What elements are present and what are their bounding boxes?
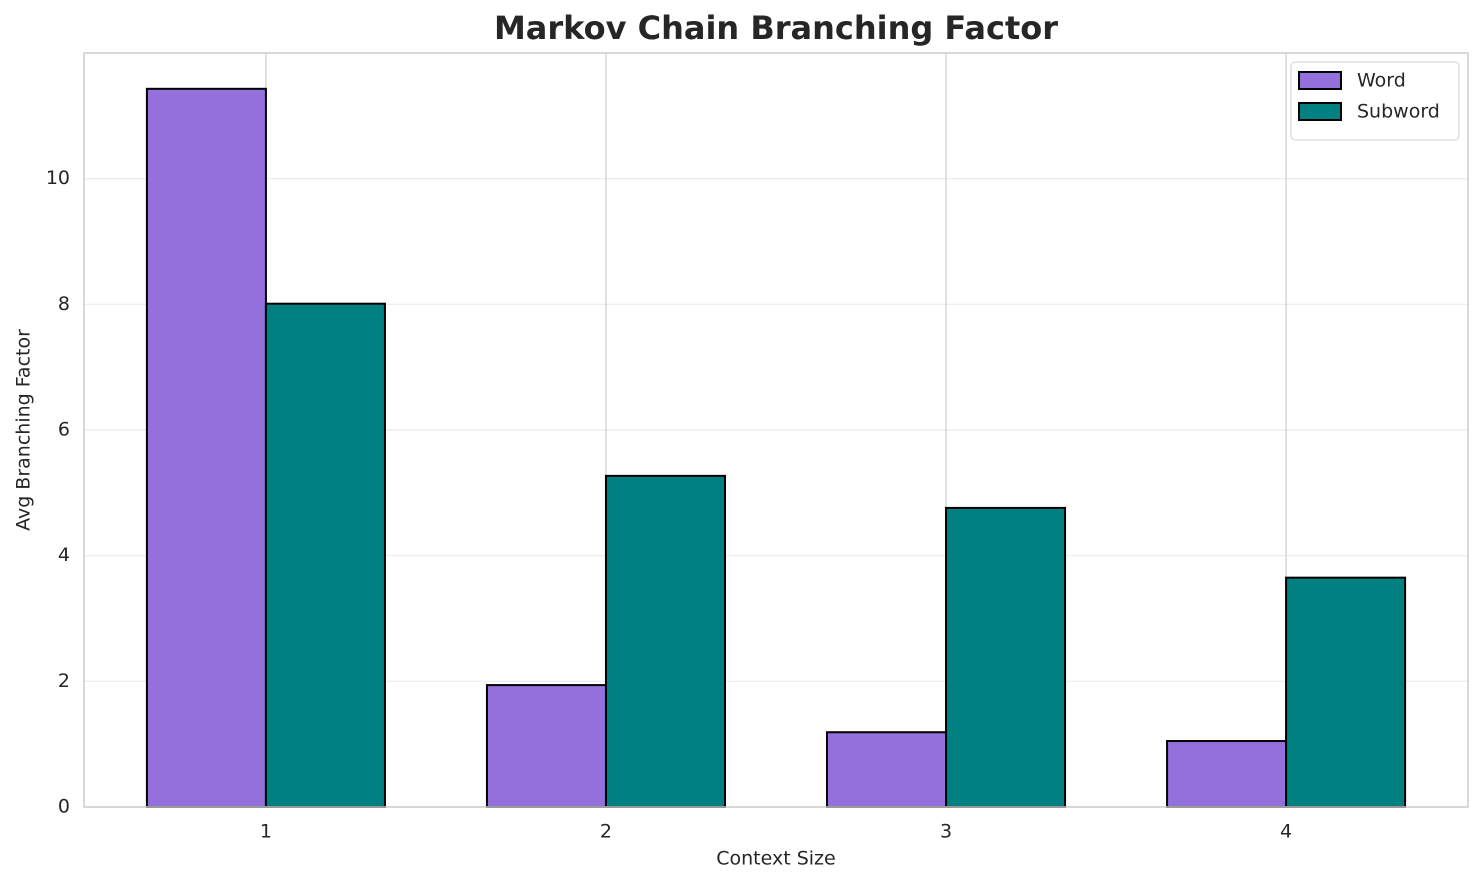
x-tick-label: 4 [1280,821,1292,843]
bar [604,474,726,808]
legend-swatch [1298,102,1342,121]
plot-frame [83,52,1469,808]
bar [945,506,1067,808]
x-axis-label: Context Size [716,848,835,870]
y-tick-label: 10 [46,167,70,189]
legend-label: Subword [1357,101,1440,123]
bar [264,302,386,808]
y-tick-label: 0 [58,796,70,818]
bar [485,684,607,808]
bar [1166,740,1288,809]
bar [826,731,948,808]
legend-swatch [1298,71,1342,90]
x-tick-label: 2 [600,821,612,843]
legend-label: Word [1357,70,1406,92]
x-tick-label: 1 [260,821,272,843]
bar [1285,576,1407,808]
y-tick-label: 4 [58,544,70,566]
y-tick-label: 8 [58,293,70,315]
y-tick-label: 2 [58,670,70,692]
chart-title: Markov Chain Branching Factor [494,9,1058,47]
x-tick-label: 3 [940,821,952,843]
y-axis-label: Avg Branching Factor [13,329,35,531]
y-tick-label: 6 [58,419,70,441]
bar [145,87,267,808]
